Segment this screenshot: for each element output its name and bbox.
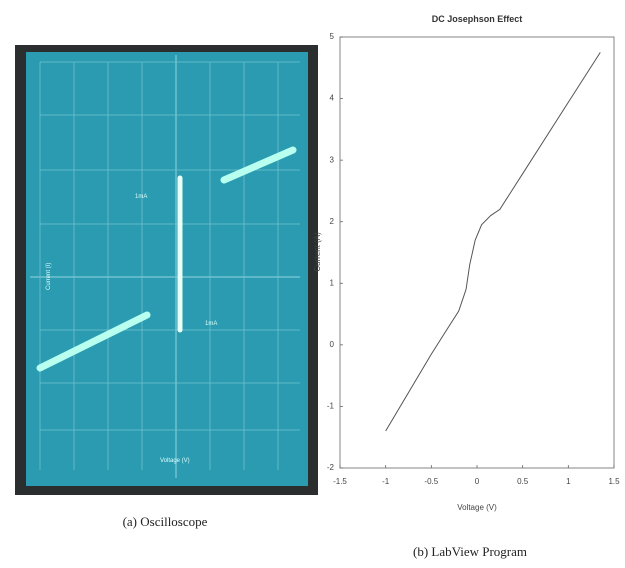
y-tick-label: 3	[330, 155, 335, 164]
x-tick-label: 1.5	[608, 477, 620, 486]
y-tick-label: 5	[330, 32, 335, 41]
caption: (b) LabView Program	[413, 544, 527, 559]
y-tick-label: -1	[327, 402, 335, 411]
oscilloscope-photo: 1mA 1mA Voltage (V) Current (I)	[15, 45, 318, 495]
osc-y-label: Current (I)	[46, 263, 52, 290]
chart-title: DC Josephson Effect	[432, 14, 523, 24]
y-tick-label: 4	[330, 94, 335, 103]
caption: (a) Oscilloscope	[123, 514, 208, 529]
x-tick-label: -1	[382, 477, 390, 486]
plot-frame	[339, 36, 615, 469]
x-tick-label: 0	[475, 477, 480, 486]
osc-marker: 1mA	[205, 321, 217, 327]
osc-x-label: Voltage (V)	[160, 458, 190, 464]
x-tick-label: 1	[566, 477, 571, 486]
x-tick-label: 0.5	[517, 477, 529, 486]
y-tick-label: 1	[330, 278, 335, 287]
osc-marker: 1mA	[135, 194, 147, 200]
y-tick-label: 2	[330, 217, 335, 226]
x-axis-label: Voltage (V)	[457, 503, 497, 512]
y-tick-label: 0	[330, 340, 335, 349]
y-axis-label: Current (A)	[313, 232, 322, 272]
x-tick-label: -1.5	[333, 477, 347, 486]
data-line	[385, 52, 601, 432]
y-tick-label: -2	[327, 463, 335, 472]
x-tick-label: -0.5	[424, 477, 438, 486]
